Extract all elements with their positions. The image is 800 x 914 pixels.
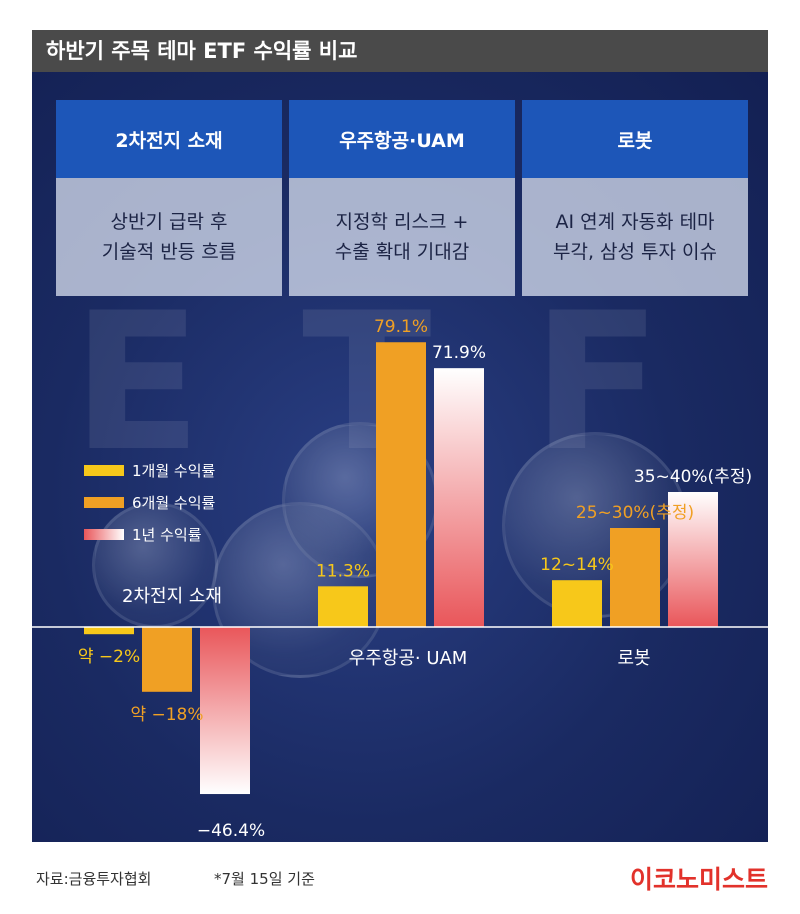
bar bbox=[552, 580, 602, 627]
bar bbox=[200, 627, 250, 795]
legend-item: 1년 수익률 bbox=[84, 518, 215, 550]
theme-desc-line: 수출 확대 기대감 bbox=[334, 241, 470, 263]
bar bbox=[318, 586, 368, 627]
coin-image bbox=[92, 502, 218, 628]
chart-legend: 1개월 수익률 6개월 수익률 1년 수익률 bbox=[84, 454, 215, 550]
bar bbox=[84, 627, 134, 635]
theme-desc-line: 지정학 리스크 + bbox=[335, 211, 469, 233]
category-label: 로봇 bbox=[617, 648, 650, 669]
data-label: 35~40%(추정) bbox=[634, 467, 752, 487]
bar bbox=[142, 627, 192, 692]
legend-item: 6개월 수익률 bbox=[84, 486, 215, 518]
data-label: 12~14% bbox=[540, 555, 614, 575]
theme-card-description: 상반기 급락 후 기술적 반등 흐름 bbox=[56, 178, 282, 296]
theme-card-title: 2차전지 소재 bbox=[56, 100, 282, 178]
data-label: 79.1% bbox=[374, 317, 428, 337]
theme-desc-line: 부각, 삼성 투자 이슈 bbox=[553, 241, 717, 263]
legend-swatch bbox=[84, 464, 124, 476]
bar bbox=[668, 492, 718, 627]
bar bbox=[376, 342, 426, 627]
legend-swatch bbox=[84, 528, 124, 540]
category-label: 우주항공· UAM bbox=[349, 648, 468, 669]
chart-title: 하반기 주목 테마 ETF 수익률 비교 bbox=[32, 30, 768, 72]
data-label: 약 −2% bbox=[78, 647, 140, 667]
data-label: 71.9% bbox=[432, 343, 486, 363]
source-note: 자료:금융투자협회 bbox=[36, 870, 152, 888]
chart-panel: E T F 2차전지 소재 상반기 급락 후 기술적 반등 흐름 우주항공·UA… bbox=[32, 72, 768, 842]
legend-label: 1개월 수익률 bbox=[132, 461, 216, 480]
theme-card-description: AI 연계 자동화 테마 부각, 삼성 투자 이슈 bbox=[522, 178, 748, 296]
category-label: 2차전지 소재 bbox=[122, 586, 222, 607]
legend-label: 1년 수익률 bbox=[132, 525, 202, 544]
background-letter-e: E bbox=[72, 272, 202, 493]
data-label: 11.3% bbox=[316, 561, 370, 581]
theme-card-battery: 2차전지 소재 상반기 급락 후 기술적 반등 흐름 bbox=[56, 100, 282, 296]
data-label: 25~30%(추정) bbox=[576, 503, 694, 523]
data-label: 약 −18% bbox=[130, 705, 203, 725]
theme-card-title: 로봇 bbox=[522, 100, 748, 178]
bar bbox=[434, 368, 484, 627]
theme-card-title: 우주항공·UAM bbox=[289, 100, 515, 178]
bar bbox=[610, 528, 660, 627]
data-label: −46.4% bbox=[197, 821, 265, 841]
legend-label: 6개월 수익률 bbox=[132, 493, 216, 512]
theme-desc-line: AI 연계 자동화 테마 bbox=[555, 211, 715, 233]
theme-card-robot: 로봇 AI 연계 자동화 테마 부각, 삼성 투자 이슈 bbox=[522, 100, 748, 296]
bar-chart: 약 −2% 11.3% 12~14% 약 −18% 79.1% 25~30%(추정) −46… bbox=[32, 317, 768, 841]
legend-item: 1개월 수익률 bbox=[84, 454, 215, 486]
theme-desc-line: 기술적 반등 흐름 bbox=[101, 241, 237, 263]
legend-swatch bbox=[84, 496, 124, 508]
date-note: *7월 15일 기준 bbox=[214, 870, 315, 888]
publisher-logo: 이코노미스트 bbox=[629, 865, 768, 894]
theme-card-description: 지정학 리스크 + 수출 확대 기대감 bbox=[289, 178, 515, 296]
theme-card-aerospace: 우주항공·UAM 지정학 리스크 + 수출 확대 기대감 bbox=[289, 100, 515, 296]
theme-desc-line: 상반기 급락 후 bbox=[110, 211, 228, 233]
